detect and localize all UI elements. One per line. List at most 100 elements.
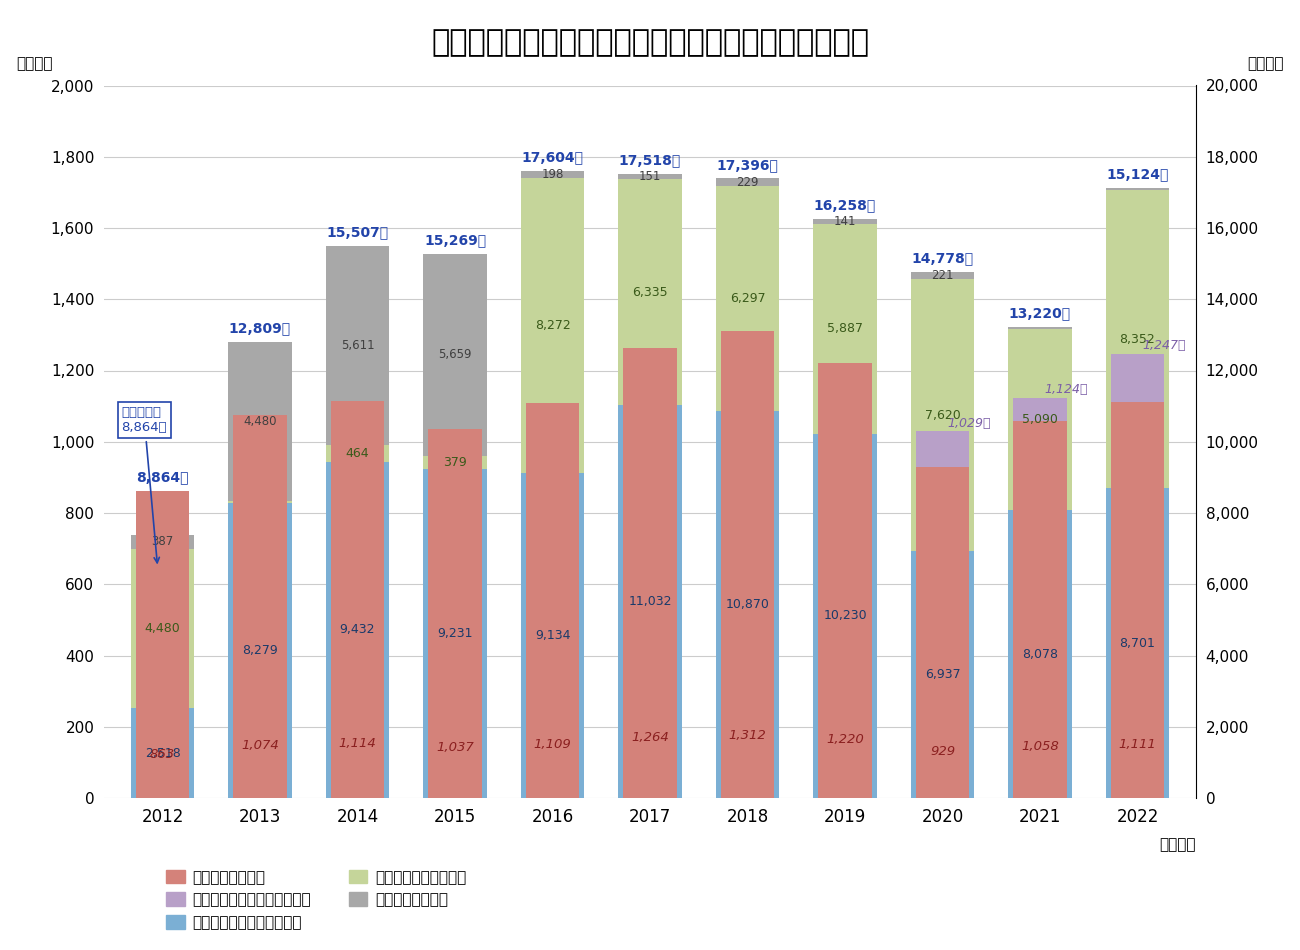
Text: 151: 151 <box>638 170 662 183</box>
Bar <box>330 401 385 798</box>
Text: 141: 141 <box>833 215 857 228</box>
Text: 1,111: 1,111 <box>1118 737 1157 750</box>
Text: 11,032: 11,032 <box>628 595 672 608</box>
Text: 13,220人: 13,220人 <box>1009 307 1071 321</box>
Bar <box>1106 188 1169 191</box>
Bar <box>1013 397 1067 421</box>
Text: 1,114: 1,114 <box>338 737 377 750</box>
Bar <box>716 186 779 410</box>
Bar <box>428 428 482 798</box>
Text: 9,134: 9,134 <box>534 629 571 642</box>
Bar <box>1106 488 1169 798</box>
Text: 12,809人: 12,809人 <box>229 321 291 335</box>
Text: 1,247件: 1,247件 <box>1143 339 1186 352</box>
Bar <box>915 467 970 798</box>
Text: 15,269人: 15,269人 <box>424 234 486 248</box>
Text: 2,518: 2,518 <box>144 747 181 760</box>
Text: 4,480: 4,480 <box>144 622 181 635</box>
Text: 10,870: 10,870 <box>725 598 770 611</box>
Bar <box>229 502 291 504</box>
Bar <box>525 403 580 798</box>
Bar <box>424 254 486 456</box>
Bar <box>424 469 486 798</box>
Bar <box>716 179 779 186</box>
Text: 229: 229 <box>736 176 759 189</box>
Text: 863: 863 <box>150 748 176 761</box>
Bar <box>135 490 190 798</box>
Text: 1,074: 1,074 <box>240 739 280 752</box>
Text: 1,037: 1,037 <box>436 741 474 753</box>
Text: （年度）: （年度） <box>1160 837 1196 852</box>
Text: 5,090: 5,090 <box>1022 413 1058 426</box>
Text: 9,231: 9,231 <box>437 627 473 640</box>
Text: 7,620: 7,620 <box>924 408 961 422</box>
Text: 4,480: 4,480 <box>243 415 277 428</box>
Bar <box>1009 327 1071 329</box>
Text: 17,396人: 17,396人 <box>716 158 779 172</box>
Bar <box>1009 329 1071 510</box>
Bar <box>619 405 681 798</box>
Bar <box>229 504 291 798</box>
Bar <box>233 415 287 798</box>
Bar <box>814 224 876 433</box>
Bar <box>1110 402 1165 798</box>
Text: 8,864人: 8,864人 <box>136 470 188 484</box>
Bar <box>911 279 974 551</box>
Text: （件数）: （件数） <box>17 56 53 71</box>
Bar <box>814 218 876 224</box>
Text: 8,701: 8,701 <box>1119 636 1156 650</box>
Text: 17,604人: 17,604人 <box>521 150 584 164</box>
Bar <box>1110 353 1165 402</box>
Text: 1,109: 1,109 <box>533 737 572 750</box>
Bar <box>720 331 775 798</box>
Text: 9,432: 9,432 <box>339 623 376 636</box>
Text: 1,312: 1,312 <box>728 729 767 742</box>
Text: 387: 387 <box>151 535 174 548</box>
Bar <box>521 171 584 178</box>
Text: 379: 379 <box>443 456 467 469</box>
Bar <box>915 431 970 467</box>
Bar <box>814 433 876 798</box>
Text: 221: 221 <box>931 269 954 282</box>
Text: 929: 929 <box>930 746 956 758</box>
Text: 1,058: 1,058 <box>1020 740 1060 752</box>
Text: 東北大学クリニカル・スキルスラボの利用実績の推移: 東北大学クリニカル・スキルスラボの利用実績の推移 <box>432 28 868 58</box>
Bar <box>424 456 486 469</box>
Bar <box>1013 421 1067 798</box>
Text: 15,124人: 15,124人 <box>1106 167 1169 181</box>
Text: 1,264: 1,264 <box>630 731 670 744</box>
Bar <box>326 446 389 462</box>
Text: 6,937: 6,937 <box>924 668 961 681</box>
Bar <box>911 272 974 279</box>
Text: 8,352: 8,352 <box>1119 332 1156 346</box>
Text: 5,659: 5,659 <box>438 349 472 361</box>
Text: 5,611: 5,611 <box>341 339 374 352</box>
Bar <box>619 180 681 405</box>
Bar <box>1009 510 1071 798</box>
Text: （人数）: （人数） <box>1247 56 1283 71</box>
Bar <box>131 535 194 549</box>
Bar <box>1106 191 1169 488</box>
Bar <box>131 709 194 798</box>
Bar <box>326 462 389 798</box>
Bar <box>326 245 389 446</box>
Text: 8,279: 8,279 <box>242 644 278 657</box>
Text: 8,078: 8,078 <box>1022 648 1058 660</box>
Text: 17,518人: 17,518人 <box>619 154 681 167</box>
Bar <box>131 549 194 709</box>
Text: 464: 464 <box>346 447 369 460</box>
Bar <box>716 410 779 798</box>
Text: 10,230: 10,230 <box>823 609 867 622</box>
Text: 1,029件: 1,029件 <box>948 417 991 429</box>
Text: 総利用者数
8,864人: 総利用者数 8,864人 <box>122 407 168 562</box>
Text: 16,258人: 16,258人 <box>814 199 876 213</box>
Bar <box>521 472 584 798</box>
Bar <box>619 174 681 180</box>
Text: 15,507人: 15,507人 <box>326 225 389 239</box>
Text: 8,272: 8,272 <box>534 319 571 332</box>
Text: 14,778人: 14,778人 <box>911 251 974 265</box>
Text: 5,887: 5,887 <box>827 322 863 335</box>
Bar <box>911 551 974 798</box>
Legend: 利用件数（対面）, 利用件数（オンライン活用）, 学内の実習・研修参加者数, 学外向け企画参加者数, その他（見学等）: 利用件数（対面）, 利用件数（オンライン活用）, 学内の実習・研修参加者数, 学… <box>166 870 467 930</box>
Text: 1,220: 1,220 <box>826 732 864 746</box>
